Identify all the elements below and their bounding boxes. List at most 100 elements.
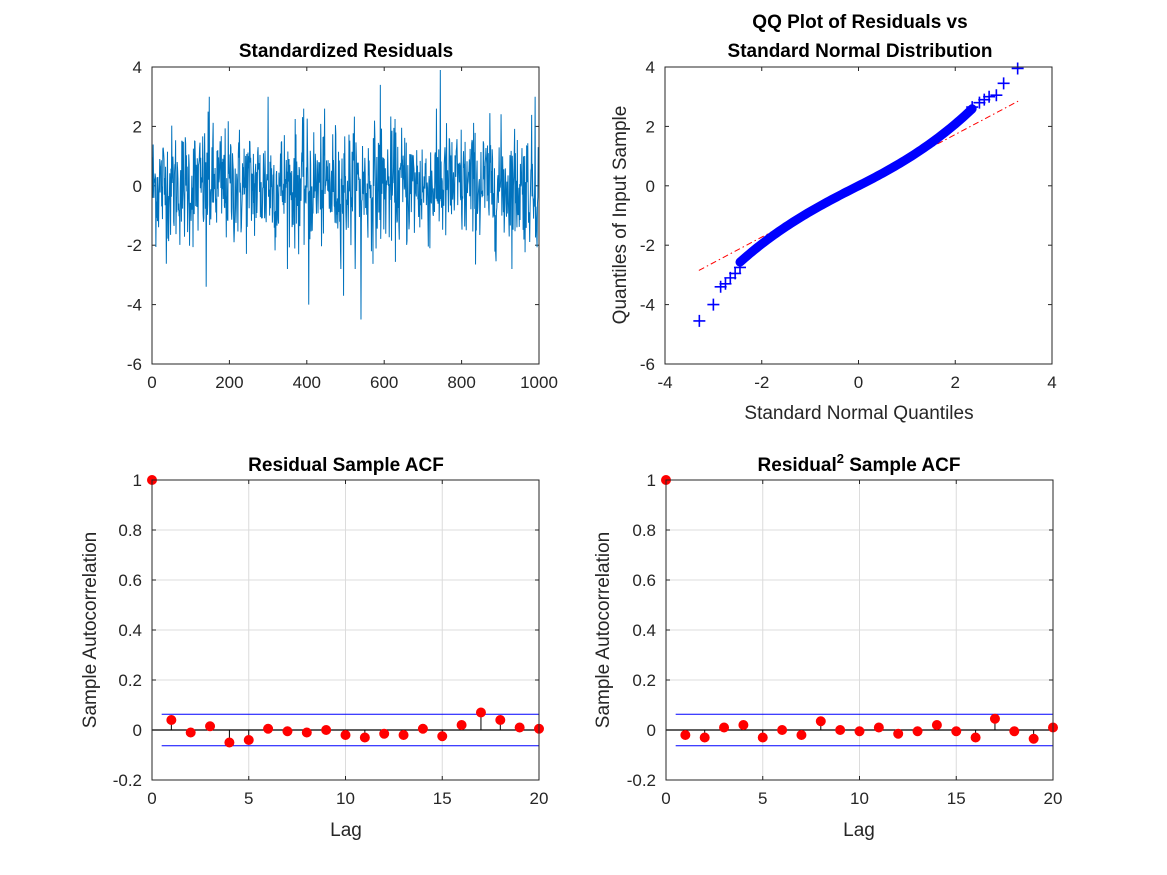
qq-point-marker	[973, 96, 986, 109]
acf1-ylabel: Sample Autocorrelation	[80, 532, 101, 728]
qq-point-marker	[719, 277, 732, 290]
x-tick-label: -2	[754, 373, 769, 392]
acf1-title: Residual Sample ACF	[248, 455, 444, 476]
y-tick-label: 0.2	[118, 671, 142, 690]
acf1-stem-marker	[495, 715, 506, 725]
y-tick-label: 1	[133, 471, 142, 490]
y-tick-label: -4	[127, 296, 142, 315]
acf1-stem-marker	[243, 735, 254, 745]
acf2-stem-marker	[680, 730, 691, 740]
x-tick-label: 2	[951, 373, 960, 392]
acf2-xlabel: Lag	[843, 820, 875, 841]
acf2-stem-marker	[854, 726, 865, 737]
acf2-stem-marker	[989, 713, 1000, 724]
acf1-stem-marker	[166, 715, 177, 725]
acf1-stem-marker	[263, 723, 274, 734]
residuals-ticks: 0 200 400 600 800 1000 -6 -4 -2 0 2 4	[127, 58, 558, 392]
qq-axes-box	[664, 66, 1053, 365]
qq-points	[693, 62, 1024, 327]
acf2-stem-marker	[970, 732, 981, 743]
acf1-stem-marker	[398, 730, 409, 740]
acf2-stem-marker	[777, 725, 788, 735]
acf2-ylabel: Sample Autocorrelation	[593, 532, 614, 728]
acf2-stem-marker	[757, 732, 768, 743]
x-tick-label: 0	[147, 789, 156, 808]
y-tick-label: -6	[127, 355, 142, 374]
acf2-panel: Residual2 Sample ACF 0 5 10 15 20 -0.2 0 0.2 0.4…	[593, 451, 1062, 841]
acf1-axes-box	[151, 479, 540, 781]
y-tick-label: 0	[646, 177, 655, 196]
x-tick-label: 20	[1044, 789, 1063, 808]
residuals-title: Standardized Residuals	[239, 41, 453, 62]
acf1-stem-marker	[301, 727, 312, 738]
y-tick-label: 1	[647, 471, 656, 490]
x-tick-label: 10	[850, 789, 869, 808]
acf2-stem-marker	[951, 726, 962, 737]
x-tick-label: 0	[147, 373, 156, 392]
qq-point-marker	[997, 77, 1010, 90]
y-tick-label: 0.8	[118, 521, 142, 540]
acf1-stem-marker	[456, 720, 467, 730]
acf2-title-main: Residual	[758, 455, 837, 476]
acf1-xlabel: Lag	[330, 820, 362, 841]
acf1-stem-marker	[185, 727, 196, 738]
acf1-stem-marker	[359, 732, 370, 743]
acf2-stem-marker	[738, 720, 749, 730]
y-tick-label: -4	[640, 296, 655, 315]
acf1-stem-marker	[475, 707, 486, 718]
qq-point-marker	[1011, 62, 1024, 75]
x-tick-label: 4	[1047, 373, 1056, 392]
acf2-title-tail: Sample ACF	[844, 455, 961, 476]
y-tick-label: 0.4	[118, 621, 142, 640]
x-tick-label: 5	[758, 789, 767, 808]
acf1-panel: Residual Sample ACF 0 5 10 15 20-0.200.20.40…	[80, 455, 548, 841]
qq-point-marker	[733, 261, 746, 274]
y-tick-label: 0.2	[632, 671, 656, 690]
qq-point-marker	[714, 280, 727, 293]
qq-point-marker	[983, 90, 996, 103]
x-tick-label: -4	[657, 373, 672, 392]
acf1-stem-marker	[321, 725, 332, 735]
acf2-stem-marker	[796, 730, 807, 740]
y-tick-label: -0.2	[627, 771, 656, 790]
acf1-stem-marker	[514, 722, 525, 733]
acf1-stem-marker	[417, 723, 428, 734]
x-tick-label: 200	[215, 373, 243, 392]
qq-title-line2: Standard Normal Distribution	[728, 41, 993, 62]
y-tick-label: 0	[647, 721, 656, 740]
x-tick-label: 1000	[520, 373, 558, 392]
y-tick-label: 2	[133, 117, 142, 136]
acf2-axes-box	[665, 479, 1054, 781]
acf2-stem-marker	[699, 732, 710, 743]
y-tick-label: -2	[127, 236, 142, 255]
acf1-stem-marker	[205, 721, 216, 732]
y-tick-label: 0	[133, 721, 142, 740]
x-tick-label: 600	[370, 373, 398, 392]
x-tick-label: 800	[447, 373, 475, 392]
y-tick-label: 4	[646, 58, 655, 77]
acf2-stem-marker	[912, 726, 923, 737]
acf2-stem-marker	[893, 728, 904, 739]
acf2-stem-marker	[1028, 733, 1039, 744]
acf1-stem-marker	[224, 737, 235, 748]
acf1-stem-marker	[437, 731, 448, 742]
qq-title-line1: QQ Plot of Residuals vs	[752, 12, 967, 33]
residuals-axes-box	[151, 66, 540, 365]
qq-point-marker	[966, 101, 979, 114]
qq-panel: QQ Plot of Residuals vs Standard Normal …	[610, 12, 1057, 424]
qq-point-marker	[990, 89, 1003, 102]
x-tick-label: 10	[336, 789, 355, 808]
acf2-stem-marker	[835, 725, 846, 735]
qq-ylabel: Quantiles of Input Sample	[610, 106, 631, 325]
acf2-stem-marker	[873, 722, 884, 733]
acf1-stem-marker	[340, 730, 351, 740]
qq-point-marker	[693, 314, 706, 327]
acf1-stem-marker	[379, 728, 390, 739]
residuals-series-line	[151, 69, 540, 320]
acf2-stem-marker	[931, 720, 942, 730]
y-tick-label: -2	[640, 236, 655, 255]
x-tick-label: 15	[947, 789, 966, 808]
qq-xlabel: Standard Normal Quantiles	[744, 403, 973, 424]
